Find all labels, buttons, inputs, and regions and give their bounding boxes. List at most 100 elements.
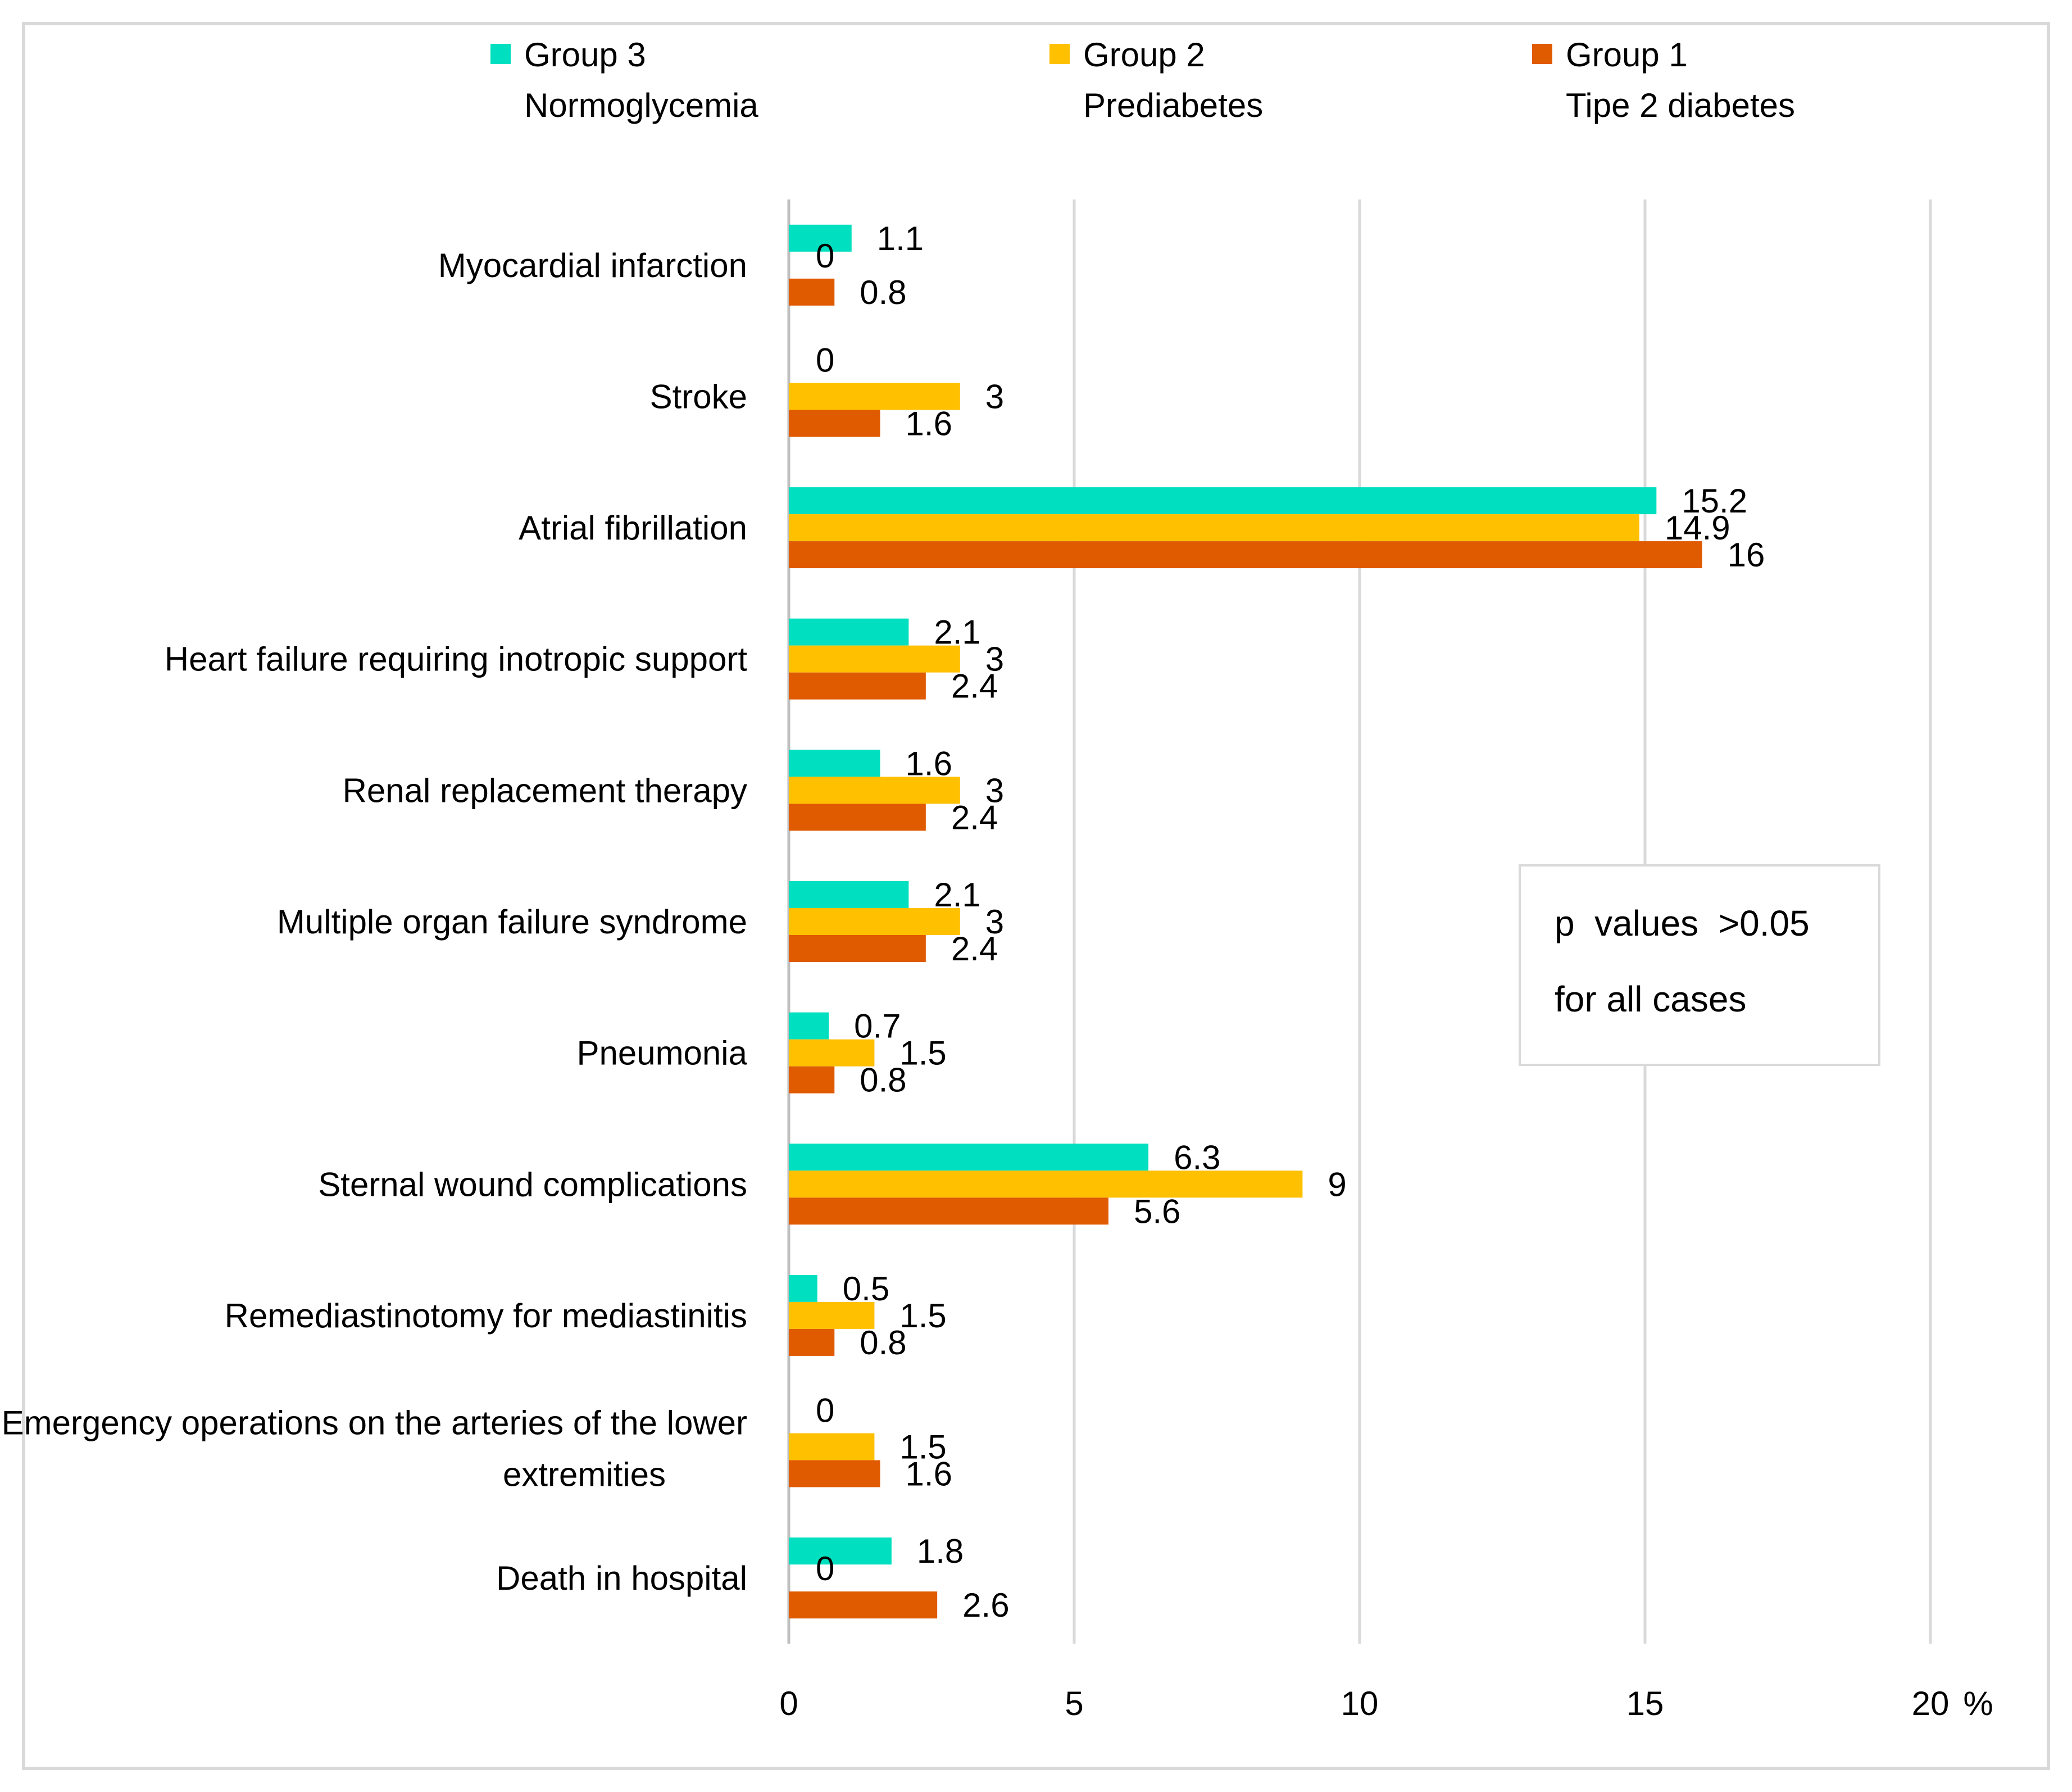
bar [789, 541, 1702, 569]
annotation-box: p values >0.05 for all cases [1519, 864, 1880, 1066]
x-axis: 0 5 10 15 20% [779, 1685, 1993, 1722]
category-label: Renal replacement therapy [343, 772, 747, 809]
bar [789, 672, 926, 700]
category-label-line: Emergency operations on the arteries of … [2, 1404, 747, 1442]
bar [789, 1197, 1108, 1225]
data-label: 3 [985, 641, 1004, 678]
data-label: 3 [985, 378, 1004, 415]
bar [789, 881, 909, 908]
data-label: 0.8 [860, 274, 906, 311]
category-labels: Myocardial infarction Stroke Atrial fibril… [2, 247, 748, 1597]
data-label: 14.9 [1665, 509, 1730, 547]
data-label: 1.1 [877, 220, 924, 257]
data-label: 1.6 [906, 745, 952, 782]
annotation-text: p values >0.05 [1555, 903, 1810, 943]
bar [789, 1537, 892, 1565]
data-label: 1.5 [899, 1428, 946, 1466]
category-label: Myocardial infarction [438, 247, 747, 284]
legend-swatch [1049, 44, 1070, 64]
category-label: Stroke [650, 378, 747, 415]
bar [789, 935, 926, 962]
x-tick-label: 5 [1065, 1685, 1083, 1722]
data-label: 0 [816, 1550, 834, 1587]
bar [789, 1301, 875, 1329]
data-label: 2.4 [951, 799, 998, 836]
x-tick-label: 0 [779, 1685, 798, 1722]
legend-swatch [1532, 44, 1552, 64]
data-label: 0 [816, 341, 834, 379]
data-label: 2.1 [934, 876, 980, 914]
category-label: Emergency operations on the arteries of … [2, 1404, 747, 1494]
bar [789, 750, 880, 777]
category-label-line: extremities [503, 1456, 666, 1494]
bar [789, 1144, 1149, 1171]
legend-label: Group 2 [1083, 36, 1205, 74]
category-label: Atrial fibrillation [519, 509, 747, 547]
bar [789, 1433, 875, 1460]
bar [789, 487, 1657, 515]
bar [789, 1066, 835, 1094]
bar [789, 1328, 835, 1356]
bar [789, 1274, 817, 1302]
data-label: 2.1 [934, 614, 980, 651]
data-label: 9 [1328, 1165, 1346, 1203]
bar [789, 618, 909, 646]
legend-swatch [490, 44, 511, 64]
bar [789, 1460, 880, 1487]
bar [789, 514, 1639, 542]
legend-sublabel: Normoglycemia [524, 87, 758, 124]
data-label: 3 [985, 903, 1004, 941]
bar [789, 1039, 875, 1067]
legend-label: Group 1 [1566, 36, 1688, 74]
data-label: 6.3 [1174, 1138, 1220, 1176]
data-label: 2.6 [962, 1586, 1009, 1624]
data-label: 15.2 [1682, 482, 1747, 520]
bars [789, 224, 1702, 1619]
category-label: Pneumonia [576, 1035, 747, 1072]
bar [789, 278, 835, 306]
bar [789, 410, 880, 437]
x-unit-label: % [1963, 1685, 1993, 1722]
bar [789, 1591, 938, 1619]
data-label: 0 [816, 1392, 834, 1430]
legend: Group 3 Normoglycemia Group 2 Prediabetes Gr… [490, 36, 1795, 124]
data-label: 2.4 [951, 930, 998, 968]
bar [789, 224, 852, 252]
data-label: 1.5 [899, 1297, 946, 1335]
data-label: 16 [1728, 536, 1765, 574]
category-label: Heart failure requiring inotropic suppor… [165, 641, 748, 678]
bar [789, 804, 926, 831]
category-label: Remediastinotomy for mediastinitis [225, 1297, 747, 1335]
data-label: 1.6 [906, 1455, 952, 1493]
legend-label: Group 3 [524, 36, 646, 74]
bar [789, 383, 960, 410]
data-label: 2.4 [951, 668, 998, 705]
x-tick-label: 10 [1341, 1685, 1379, 1722]
x-tick-label: 15 [1626, 1685, 1664, 1722]
gridlines [787, 199, 1932, 1644]
bar [789, 777, 960, 804]
data-label: 1.8 [917, 1532, 964, 1570]
bar [789, 908, 960, 935]
data-label: 0.8 [860, 1324, 906, 1362]
bar [789, 1171, 1303, 1198]
data-label: 0.5 [843, 1270, 889, 1308]
category-label: Death in hospital [496, 1559, 747, 1597]
data-labels: 1.100.8031.615.214.9162.132.41.632.42.13… [816, 220, 1765, 1624]
bar [789, 645, 960, 673]
data-label: 5.6 [1134, 1192, 1180, 1230]
category-label: Multiple organ failure syndrome [277, 903, 747, 941]
bar [789, 1012, 829, 1040]
data-label: 0.7 [854, 1008, 901, 1045]
x-tick-label: 20 [1912, 1685, 1950, 1722]
annotation-text: for all cases [1555, 979, 1746, 1019]
legend-sublabel: Prediabetes [1083, 87, 1263, 124]
annotation-frame [1519, 864, 1880, 1066]
legend-sublabel: Tipe 2 diabetes [1566, 87, 1795, 124]
category-label: Sternal wound complications [318, 1165, 747, 1203]
data-label: 1.6 [906, 405, 952, 442]
data-label: 1.5 [899, 1035, 946, 1072]
data-label: 3 [985, 772, 1004, 809]
